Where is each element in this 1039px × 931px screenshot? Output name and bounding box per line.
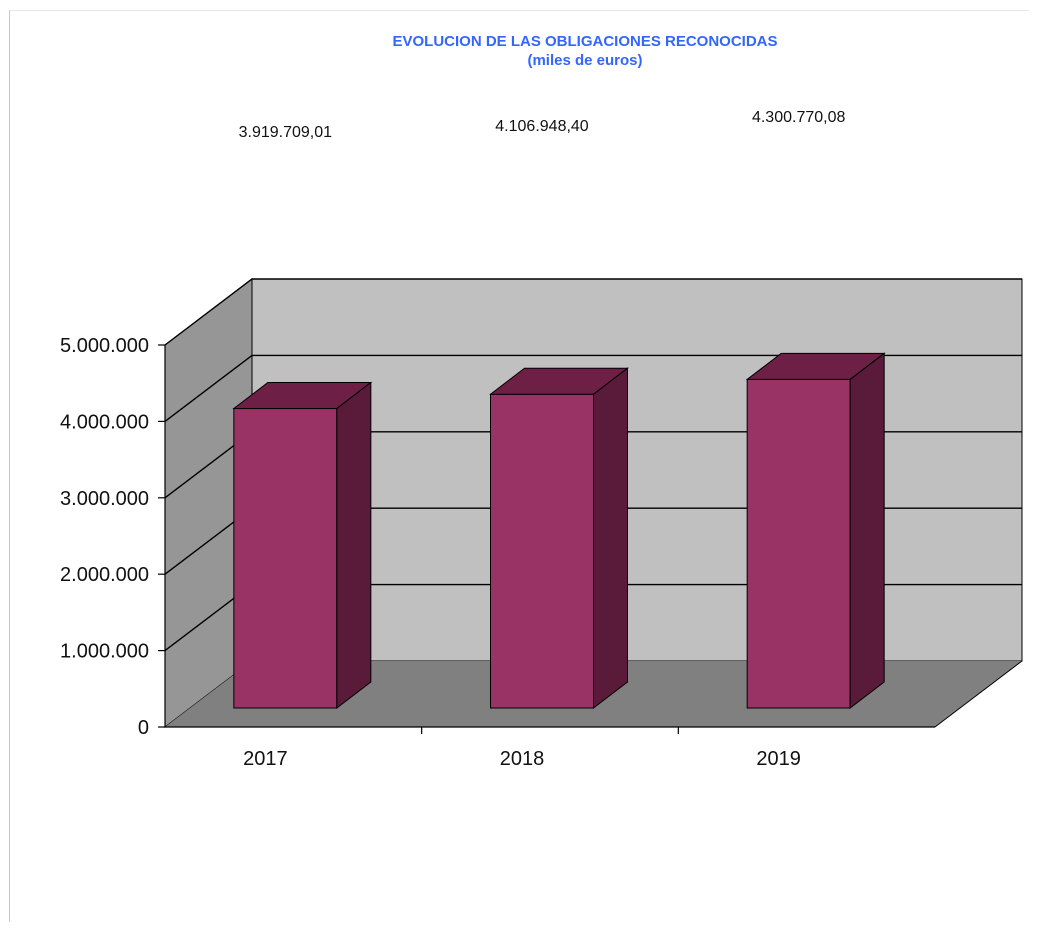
bar-side [849, 352, 885, 710]
x-tick-label: 2018 [500, 748, 545, 770]
y-tick-label: 0 [138, 717, 149, 739]
gridline [164, 278, 1022, 346]
floor-edge [934, 660, 1023, 728]
bar-front [233, 408, 338, 709]
bar-side [593, 367, 628, 710]
x-tick-label: 2019 [756, 748, 801, 770]
y-tick-label: 1.000.000 [60, 641, 149, 663]
bar-front [490, 393, 594, 709]
y-tick-label: 2.000.000 [60, 564, 149, 586]
data-label: 3.919.709,01 [239, 124, 333, 141]
y-tick-label: 4.000.000 [60, 411, 149, 433]
axes: 0 1.000.000 2.000.000 3.000.000 4.000.000 5.0… [60, 335, 1023, 739]
data-label: 4.106.948,40 [495, 118, 589, 135]
data-label: 4.300.770,08 [752, 109, 846, 126]
bar-side [336, 381, 372, 710]
bar [489, 367, 629, 710]
y-tick-label: 5.000.000 [60, 335, 149, 357]
x-tick-label: 2017 [243, 748, 288, 770]
bar [232, 381, 373, 710]
bars [232, 352, 886, 710]
chart-subtitle: (miles de euros) [527, 52, 642, 69]
y-tick-label: 3.000.000 [60, 488, 149, 510]
bar [745, 352, 886, 710]
labels: 2017 3.919.709,01 2018 4.106.948,40 2019 4.30… [239, 109, 846, 770]
gridline [164, 354, 1022, 422]
chart-frame [9, 10, 1029, 922]
chart-title: EVOLUCION DE LAS OBLIGACIONES RECONOCIDA… [392, 33, 777, 50]
bar-front [746, 378, 851, 709]
